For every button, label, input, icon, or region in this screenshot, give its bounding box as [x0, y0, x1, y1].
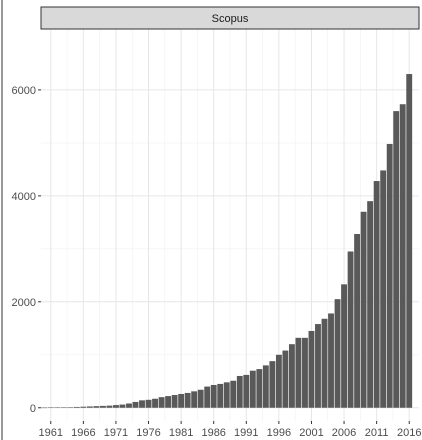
bar-1970	[106, 405, 113, 408]
bars	[41, 74, 413, 409]
y-tick-label: 2000	[12, 297, 36, 309]
bar-2013	[386, 143, 393, 408]
bar-2002	[315, 324, 321, 408]
bar-2000	[302, 337, 308, 408]
bar-2011	[373, 181, 380, 408]
axes: 1961 1966 1971 1976 1981 1986 1991 1996 2001 2006…	[12, 85, 422, 439]
bar-1974	[132, 401, 139, 408]
bar-1977	[152, 398, 158, 408]
bar-2016	[406, 74, 413, 408]
bar-1997	[282, 350, 289, 408]
x-tick-label: 1966	[71, 427, 95, 439]
bar-1984	[197, 389, 204, 408]
bar-1978	[158, 397, 165, 408]
bar-1966	[80, 406, 87, 408]
bar-1979	[165, 396, 172, 408]
bar-1987	[217, 383, 224, 408]
bar-1960	[41, 407, 48, 409]
bar-2010	[367, 201, 374, 408]
x-tick-label: 1976	[136, 427, 160, 439]
bar-1975	[139, 400, 145, 408]
x-tick-label: 1991	[234, 427, 258, 439]
bar-2003	[321, 318, 328, 408]
bar-1964	[67, 407, 74, 408]
bar-2014	[393, 111, 400, 408]
facet-strip: Scopus	[40, 6, 420, 30]
bar-1985	[204, 386, 211, 408]
x-tick-label: 2001	[299, 427, 323, 439]
x-tick-label: 2006	[332, 427, 356, 439]
bar-2005	[334, 299, 341, 408]
facet-strip-title: Scopus	[212, 13, 249, 25]
bar-2015	[399, 104, 406, 408]
bar-1962	[54, 407, 61, 408]
bar-1989	[230, 380, 237, 408]
bar-2001	[308, 330, 315, 408]
bar-1973	[126, 403, 132, 408]
bar-1992	[249, 370, 256, 408]
bar-2008	[354, 234, 361, 408]
y-tick-label: 6000	[12, 85, 36, 97]
facet-strip-background	[40, 6, 420, 30]
bar-1994	[262, 365, 269, 408]
bar-1982	[184, 392, 191, 408]
bar-1999	[295, 337, 302, 408]
bar-2009	[360, 211, 367, 408]
bar-1976	[145, 399, 152, 408]
y-tick-label: 4000	[12, 191, 36, 203]
bar-1980	[171, 395, 178, 408]
bar-1993	[256, 369, 263, 408]
bar-1991	[243, 374, 250, 408]
x-tick-label: 1996	[267, 427, 291, 439]
bar-1971	[113, 405, 119, 408]
x-tick-label: 1986	[201, 427, 225, 439]
bar-2004	[328, 313, 334, 408]
bar-2006	[341, 284, 347, 408]
bar-1983	[191, 391, 198, 408]
bar-1981	[178, 393, 185, 408]
bar-1990	[236, 375, 243, 408]
bar-1967	[86, 406, 93, 408]
x-tick-label: 1971	[104, 427, 128, 439]
bar-1968	[93, 406, 100, 408]
y-tick-label: 0	[30, 403, 36, 415]
bar-1963	[60, 407, 67, 408]
plot-panel	[41, 29, 419, 421]
bar-2007	[347, 251, 354, 408]
x-tick-label: 1961	[39, 427, 63, 439]
x-tick-label: 2011	[365, 427, 389, 439]
bar-1986	[210, 384, 217, 408]
bar-1972	[119, 404, 126, 408]
bar-1969	[99, 405, 106, 408]
x-tick-label: 1981	[169, 427, 193, 439]
bar-2012	[380, 170, 387, 408]
bar-1965	[73, 406, 80, 408]
bar-1961	[47, 407, 54, 408]
bar-1998	[288, 344, 295, 408]
bar-1995	[269, 361, 276, 408]
bar-1996	[275, 354, 282, 408]
bar-1988	[223, 382, 230, 408]
x-tick-label: 2016	[397, 427, 421, 439]
